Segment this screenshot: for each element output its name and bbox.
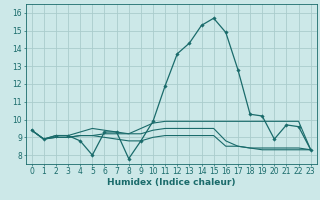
X-axis label: Humidex (Indice chaleur): Humidex (Indice chaleur) (107, 178, 236, 187)
